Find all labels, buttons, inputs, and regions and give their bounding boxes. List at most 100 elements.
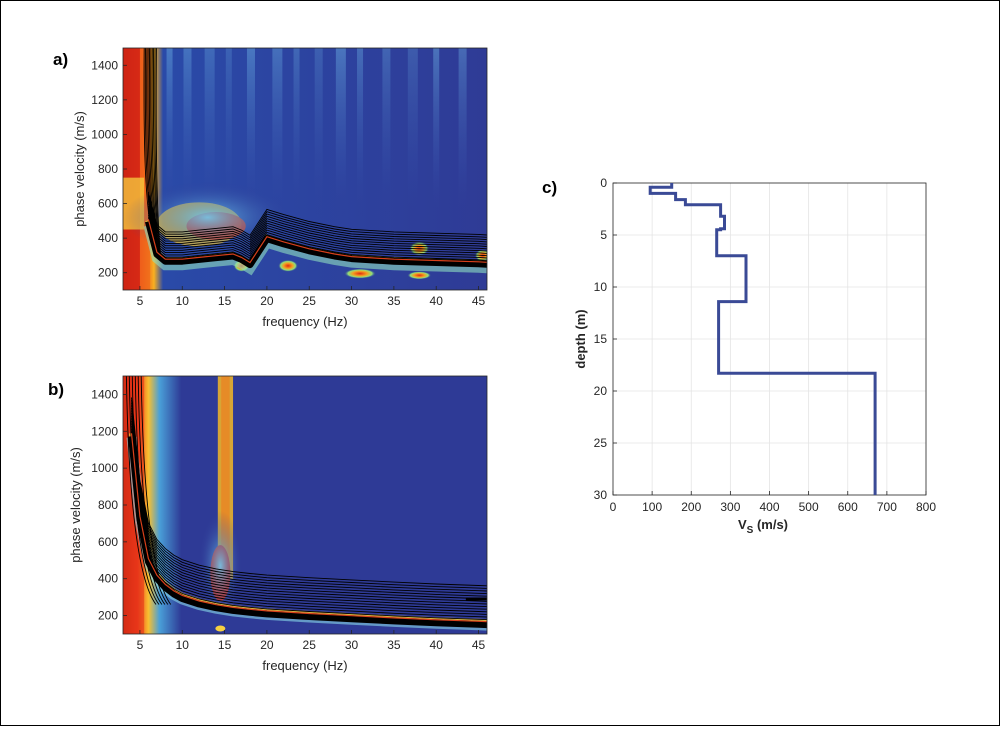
panel-a-heatmap-texture — [123, 48, 487, 290]
panel-c-xtick-label: 300 — [720, 500, 740, 514]
panel-b-contour-line — [131, 418, 487, 608]
panel-b-ytick-label: 800 — [98, 498, 118, 512]
panel-a-texture-stripe — [166, 48, 173, 218]
panel-a-texture-stripe — [246, 48, 255, 218]
panel-b-ridge-core — [128, 435, 487, 629]
panel-c-vs-profile — [648, 183, 877, 495]
panel-b-contour-line — [137, 376, 169, 605]
panel-a-ytick-label: 400 — [98, 231, 118, 245]
panel-a-xtick-label: 30 — [345, 294, 359, 308]
panel-a-ridge-center — [147, 219, 487, 264]
panel-a-xtick-label: 40 — [430, 294, 444, 308]
panel-a-plot: 5 10 15 20 25 30 35 40 45 200 400 600 800 1000 1200 140… — [72, 47, 488, 329]
panel-a-contour-line — [147, 201, 487, 246]
panel-b-label: b) — [48, 380, 64, 399]
panel-a-xtick-label: 15 — [218, 294, 232, 308]
panel-b-ridge-center — [130, 433, 487, 623]
panel-c-xtick-label: 600 — [838, 500, 858, 514]
panel-a-contour-line — [147, 208, 487, 253]
panel-b-xtick-label: 35 — [387, 638, 401, 652]
panel-c-xtick-label: 400 — [759, 500, 779, 514]
panel-b-xtick-label: 45 — [472, 638, 486, 652]
panel-b-xtick-label: 40 — [430, 638, 444, 652]
panel-a-texture-stripe — [225, 48, 232, 218]
panel-a-ylabel: phase velocity (m/s) — [72, 111, 87, 227]
panel-c-label: c) — [542, 178, 557, 197]
panel-c-xtick-label: 700 — [877, 500, 897, 514]
panel-a-texture-stripe — [433, 48, 440, 218]
panel-a-contour-line — [154, 48, 161, 256]
panel-b-ytick-label: 600 — [98, 535, 118, 549]
panel-b-ylabel: phase velocity (m/s) — [68, 447, 83, 563]
panel-a-xlabel: frequency (Hz) — [262, 314, 347, 329]
panel-c-xlabel: VS (m/s) — [738, 517, 788, 536]
panel-b-xtick-label: 10 — [176, 638, 190, 652]
panel-b-xtick-label: 5 — [137, 638, 144, 652]
panel-b-contour-line — [131, 426, 487, 615]
panel-a-ridge-core — [145, 220, 487, 269]
panel-a-texture-stripe — [357, 48, 364, 218]
panel-a-texture-stripe — [204, 48, 215, 218]
panel-b-contour-line — [131, 420, 487, 610]
panel-b-contour-line — [140, 376, 172, 605]
panel-b-texture-column-core — [221, 376, 230, 561]
panel-c-ytick-label: 20 — [594, 384, 608, 398]
panel-a-texture-stripe — [335, 48, 346, 218]
panel-b-ticks: 5 10 15 20 25 30 35 40 45 200 400 600 800 1000 1200 140… — [91, 387, 485, 652]
panel-b-contour-line — [131, 400, 487, 589]
panel-c-ytick-label: 5 — [600, 228, 607, 242]
panel-c-ylabel: depth (m) — [573, 309, 588, 368]
panel-a-contour-line — [147, 210, 487, 255]
panel-a-contour-line — [147, 198, 487, 243]
panel-b-contour-line — [131, 397, 487, 587]
panel-c-xlabel-sub: S — [747, 525, 754, 536]
panel-a-contour-line — [152, 48, 161, 256]
panel-a-ytick-label: 1200 — [91, 93, 118, 107]
panel-a-xtick-label: 10 — [176, 294, 190, 308]
panel-b-xtick-label: 20 — [260, 638, 274, 652]
panel-a-contour-line — [147, 212, 487, 257]
panel-b-plot: 5 10 15 20 25 30 35 40 45 200 400 600 800 1000 1200 140… — [68, 375, 488, 673]
panel-b-contour-line — [131, 405, 487, 595]
panel-a-texture-stripe — [183, 48, 192, 218]
panel-a-contour-line — [147, 196, 487, 241]
panel-a-ytick-label: 600 — [98, 197, 118, 211]
panel-a-texture-stripe — [314, 48, 323, 218]
panel-c-ytick-label: 10 — [594, 280, 608, 294]
panel-a-ytick-label: 800 — [98, 162, 118, 176]
panel-a-texture-stripe — [458, 48, 467, 218]
panel-a-texture-stripe — [382, 48, 391, 218]
panel-b-xtick-label: 25 — [303, 638, 317, 652]
panel-a-ytick-label: 1000 — [91, 127, 118, 141]
panel-c-ytick-label: 25 — [594, 436, 608, 450]
panel-c-xlabel-unit: (m/s) — [753, 517, 788, 532]
panel-a-contour-line — [147, 194, 487, 239]
panel-c-vs-line — [648, 183, 877, 495]
panel-c-xtick-label: 800 — [916, 500, 936, 514]
panel-a-xtick-label: 20 — [260, 294, 274, 308]
panel-a-contour-line — [147, 203, 487, 248]
panel-b-ytick-label: 1000 — [91, 461, 118, 475]
panel-b-xlabel: frequency (Hz) — [262, 658, 347, 673]
panel-a-ytick-label: 200 — [98, 266, 118, 280]
panel-b-contour-line — [131, 407, 487, 597]
panel-a-texture-stripe — [293, 48, 300, 218]
panel-a-xtick-label: 35 — [387, 294, 401, 308]
panel-c-xlabel-main: V — [738, 517, 747, 532]
panel-a-dispersion-contours — [143, 48, 487, 269]
panel-c-xtick-label: 0 — [610, 500, 617, 514]
panel-b-ytick-label: 400 — [98, 572, 118, 586]
panel-c-xtick-label: 500 — [799, 500, 819, 514]
panel-a-xtick-label: 45 — [472, 294, 486, 308]
panel-b-contour-line — [131, 410, 487, 600]
panel-b-xtick-label: 15 — [218, 638, 232, 652]
panel-c-ticks: 0 100 200 300 400 500 600 700 800 0 5 10 15 20 25 30 — [594, 176, 937, 514]
panel-b-ytick-label: 1400 — [91, 387, 118, 401]
panel-a-texture-stripe — [407, 48, 418, 218]
panel-b-heatmap — [123, 376, 487, 634]
panel-b-xtick-label: 30 — [345, 638, 359, 652]
panel-a-contour-line — [147, 191, 487, 236]
panel-b-ytick-label: 1200 — [91, 424, 118, 438]
